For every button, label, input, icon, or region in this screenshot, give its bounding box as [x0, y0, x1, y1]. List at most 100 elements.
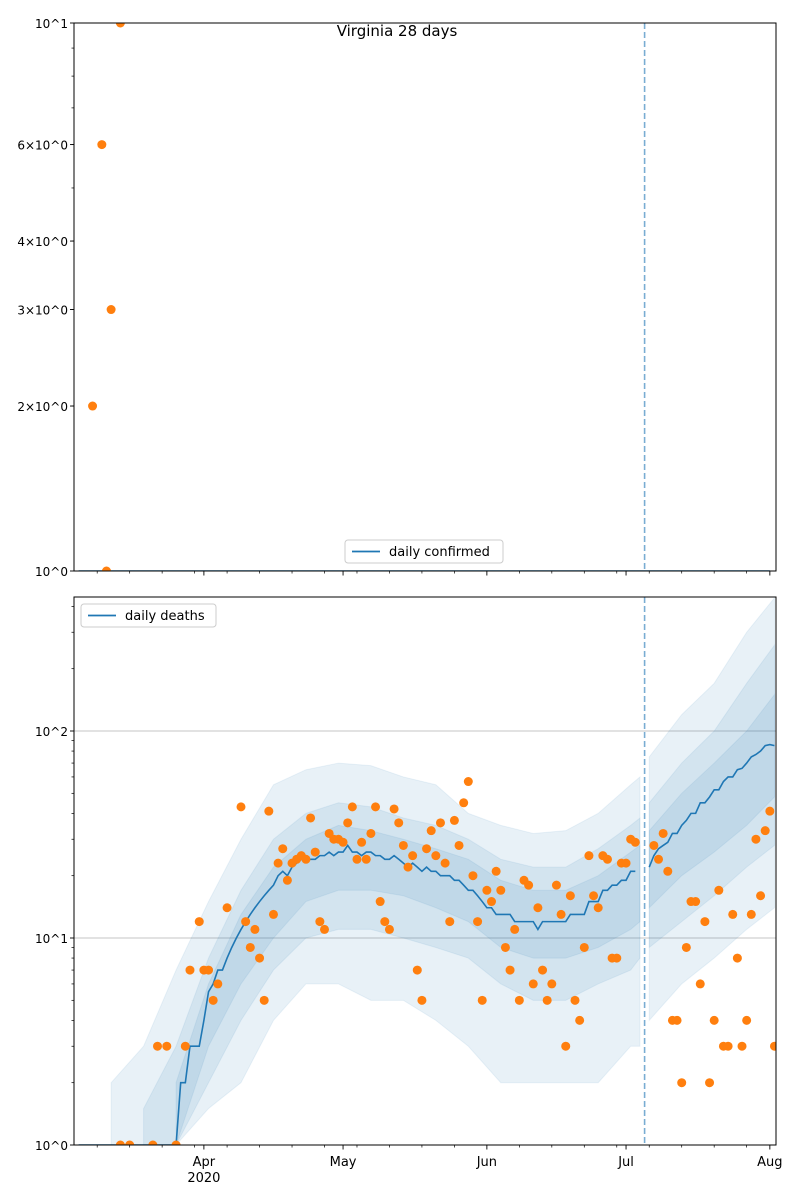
data-point: [630, 837, 640, 847]
band-outer: [110, 762, 641, 1145]
data-point: [482, 885, 492, 895]
axes-frame: [73, 596, 777, 1146]
data-point: [264, 806, 274, 816]
data-point: [528, 979, 538, 989]
x-tick-label: Jun: [476, 1155, 497, 1170]
band-outer: [648, 597, 775, 1022]
data-point: [194, 917, 204, 927]
data-point: [366, 828, 376, 838]
data-point: [547, 979, 557, 989]
legend-box: [344, 539, 504, 564]
data-point: [435, 818, 445, 828]
data-point: [621, 858, 631, 868]
data-point: [148, 1140, 158, 1145]
x-tick-sublabel: 2020: [187, 1171, 220, 1186]
data-point: [565, 891, 575, 901]
data-point: [765, 806, 775, 816]
data-point: [612, 953, 622, 963]
data-point: [153, 1041, 163, 1051]
data-point: [459, 798, 469, 808]
data-point: [115, 23, 125, 28]
y-tick-label: 10^1: [35, 932, 68, 946]
data-point: [514, 995, 524, 1005]
data-point: [268, 909, 278, 919]
data-point: [695, 979, 705, 989]
data-point: [422, 844, 432, 854]
data-point: [538, 965, 548, 975]
data-point: [241, 917, 251, 927]
series-line: [78, 844, 636, 1145]
data-point: [556, 909, 566, 919]
data-point: [301, 854, 311, 864]
data-point: [533, 903, 543, 913]
data-point: [714, 885, 724, 895]
data-point: [723, 1041, 733, 1051]
y-tick-label: 3×10^0: [17, 304, 68, 318]
data-point: [742, 1015, 752, 1025]
data-point: [654, 854, 664, 864]
legend-label: daily deaths: [125, 609, 205, 624]
data-point: [306, 813, 316, 823]
data-point: [728, 909, 738, 919]
data-point: [282, 875, 292, 885]
data-point: [208, 995, 218, 1005]
data-point: [357, 837, 367, 847]
y-tick-label: 10^0: [35, 1139, 68, 1153]
data-point: [681, 942, 691, 952]
data-point: [505, 965, 515, 975]
data-point: [468, 871, 478, 881]
data-point: [445, 917, 455, 927]
data-point: [310, 847, 320, 857]
data-point: [204, 965, 214, 975]
plot-area: [74, 597, 776, 1145]
data-point: [278, 844, 288, 854]
band-middle: [648, 643, 775, 949]
legend-box: [80, 603, 217, 628]
data-point: [677, 1078, 687, 1088]
data-point: [579, 942, 589, 952]
data-point: [347, 802, 357, 812]
data-point: [245, 942, 255, 952]
data-point: [751, 834, 761, 844]
data-point: [542, 995, 552, 1005]
band-inner: [648, 693, 775, 909]
data-point: [315, 917, 325, 927]
x-tick-label: Jul: [617, 1155, 634, 1170]
data-point: [375, 897, 385, 907]
data-point: [760, 826, 770, 836]
data-point: [746, 909, 756, 919]
data-point: [593, 903, 603, 913]
data-point: [440, 858, 450, 868]
x-tick-label: Apr: [193, 1155, 216, 1170]
y-tick-label: 2×10^0: [17, 400, 68, 414]
data-point: [487, 897, 497, 907]
data-point: [259, 995, 269, 1005]
data-point: [561, 1041, 571, 1051]
y-tick-label: 6×10^0: [17, 139, 68, 153]
data-point: [88, 401, 98, 411]
chart-title: Virginia 28 days: [337, 22, 458, 40]
data-point: [403, 862, 413, 872]
data-point: [352, 854, 362, 864]
data-point: [756, 891, 766, 901]
data-point: [338, 837, 348, 847]
data-point: [496, 885, 506, 895]
data-point: [408, 851, 418, 861]
data-point: [361, 854, 371, 864]
data-point: [491, 866, 501, 876]
data-point: [180, 1041, 190, 1051]
data-point: [649, 840, 659, 850]
data-point: [255, 953, 265, 963]
data-point: [602, 854, 612, 864]
data-point: [709, 1015, 719, 1025]
legend: daily deaths: [80, 603, 217, 628]
axes-frame: [73, 22, 777, 572]
data-point: [589, 891, 599, 901]
data-point: [463, 777, 473, 787]
data-point: [417, 995, 427, 1005]
data-point: [394, 818, 404, 828]
data-point: [737, 1041, 747, 1051]
data-point: [398, 840, 408, 850]
